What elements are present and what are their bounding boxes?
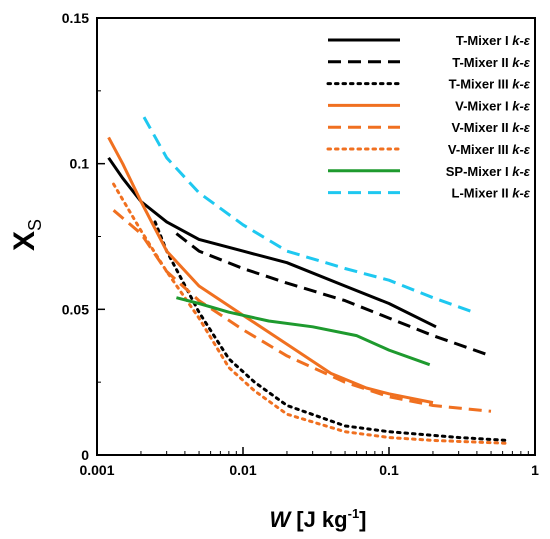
- legend-series-name: V-Mixer I: [455, 98, 512, 113]
- legend-label: T-Mixer III k-ε: [449, 77, 531, 92]
- legend-series-name: T-Mixer III: [449, 77, 513, 92]
- legend-model-name: k-ε: [512, 77, 531, 92]
- legend-model-name: k-ε: [512, 98, 531, 113]
- y-tick-label: 0.05: [62, 301, 89, 317]
- x-tick-label: 0.001: [79, 462, 114, 478]
- y-tick-label: 0.1: [70, 156, 90, 172]
- legend-model-name: k-ε: [512, 142, 531, 157]
- y-tick-label: 0.15: [62, 10, 89, 26]
- legend-label: V-Mixer I k-ε: [455, 98, 531, 113]
- legend-model-name: k-ε: [512, 55, 531, 70]
- x-axis-symbol: W: [269, 507, 292, 532]
- series-line-v-mixer-iii: [112, 182, 510, 445]
- legend-model-name: k-ε: [512, 120, 531, 135]
- legend-model-name: k-ε: [512, 33, 531, 48]
- series-line-v-mixer-ii: [112, 209, 492, 413]
- x-axis-unit-suffix: ]: [359, 507, 366, 532]
- series-line-t-mixer-iii: [153, 220, 510, 442]
- legend-series-name: T-Mixer I: [456, 33, 512, 48]
- legend-series-name: L-Mixer II: [452, 186, 513, 201]
- legend-series-name: T-Mixer II: [452, 55, 512, 70]
- x-tick-label: 0.1: [379, 462, 399, 478]
- series-line-t-mixer-i: [107, 156, 437, 329]
- y-axis-subscript: S: [25, 219, 45, 231]
- legend: T-Mixer I k-εT-Mixer II k-εT-Mixer III k…: [326, 33, 531, 201]
- x-axis-title: W [J kg-1]: [269, 506, 366, 532]
- legend-series-name: V-Mixer III: [448, 142, 512, 157]
- legend-model-name: k-ε: [512, 186, 531, 201]
- legend-label: T-Mixer I k-ε: [456, 33, 531, 48]
- legend-series-name: V-Mixer II: [452, 120, 513, 135]
- legend-label: V-Mixer III k-ε: [448, 142, 531, 157]
- series-line-sp-mixer-i: [176, 296, 431, 367]
- y-tick-label: 0: [81, 447, 89, 463]
- legend-label: SP-Mixer I k-ε: [446, 164, 531, 179]
- legend-series-name: SP-Mixer I: [446, 164, 512, 179]
- axes: 0.001 0.01 0.1 1 0 0.05 0.1 0.15: [62, 10, 539, 478]
- x-axis-unit-exponent: -1: [348, 506, 360, 521]
- x-tick-label: 0.01: [229, 462, 256, 478]
- legend-model-name: k-ε: [512, 164, 531, 179]
- y-axis-symbol: X: [8, 231, 41, 251]
- x-axis-unit-prefix: [J kg: [296, 507, 347, 532]
- series-line-v-mixer-i: [107, 136, 434, 405]
- series-line-t-mixer-ii: [175, 232, 492, 358]
- legend-label: T-Mixer II k-ε: [452, 55, 531, 70]
- series-lines: [107, 116, 510, 445]
- series-line-l-mixer-ii: [142, 116, 475, 314]
- y-axis-title: XS: [8, 219, 45, 251]
- x-tick-label: 1: [531, 462, 539, 478]
- legend-label: L-Mixer II k-ε: [452, 186, 531, 201]
- legend-label: V-Mixer II k-ε: [452, 120, 531, 135]
